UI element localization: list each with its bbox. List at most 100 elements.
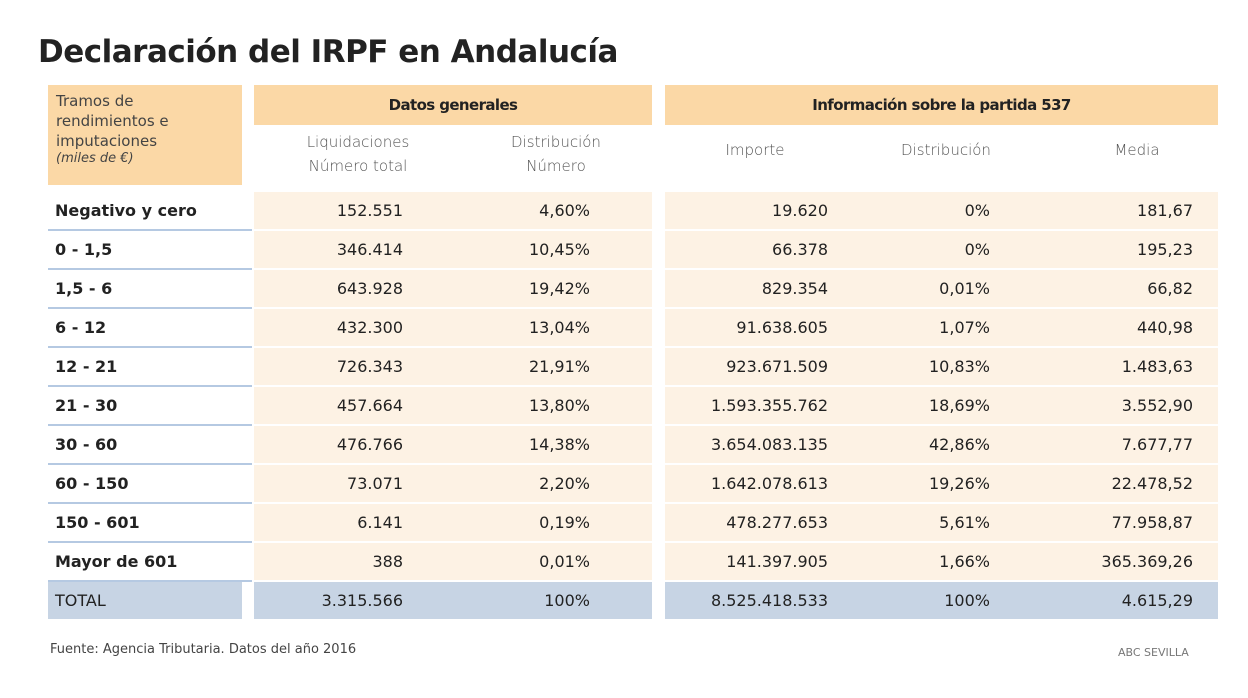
cell: 10,83% bbox=[928, 357, 990, 376]
row-header-unit: (miles de €) bbox=[56, 151, 134, 166]
row-separator bbox=[48, 229, 252, 231]
row-band bbox=[665, 192, 1218, 229]
column-header: Distribución bbox=[901, 141, 991, 159]
cell: 457.664 bbox=[336, 396, 403, 415]
row-band bbox=[254, 192, 652, 229]
cell: 13,04% bbox=[528, 318, 590, 337]
cell: 77.958,87 bbox=[1111, 513, 1193, 532]
row-separator bbox=[48, 424, 252, 426]
row-band bbox=[665, 231, 1218, 268]
cell: 4,60% bbox=[539, 201, 590, 220]
row-header-line: Tramos de bbox=[56, 92, 134, 110]
row-label: 150 - 601 bbox=[55, 513, 140, 532]
row-separator bbox=[48, 346, 252, 348]
cell: 7.677,77 bbox=[1121, 435, 1193, 454]
row-separator bbox=[48, 463, 252, 465]
cell: 2,20% bbox=[539, 474, 590, 493]
cell: 3.552,90 bbox=[1121, 396, 1193, 415]
column-header: Importe bbox=[725, 141, 785, 159]
cell: 73.071 bbox=[347, 474, 403, 493]
cell: 1,66% bbox=[939, 552, 990, 571]
row-band bbox=[254, 504, 652, 541]
row-label: 60 - 150 bbox=[55, 474, 129, 493]
row-band bbox=[665, 426, 1218, 463]
row-band bbox=[665, 504, 1218, 541]
cell: 152.551 bbox=[336, 201, 403, 220]
cell: 10,45% bbox=[528, 240, 590, 259]
cell: 14,38% bbox=[528, 435, 590, 454]
column-header: Número total bbox=[308, 157, 408, 175]
row-label: 21 - 30 bbox=[55, 396, 118, 415]
cell: 923.671.509 bbox=[726, 357, 828, 376]
row-band bbox=[665, 543, 1218, 580]
cell: 1.593.355.762 bbox=[710, 396, 828, 415]
row-label: Mayor de 601 bbox=[55, 552, 178, 571]
row-band bbox=[254, 348, 652, 385]
cell: 22.478,52 bbox=[1111, 474, 1193, 493]
cell: 1.642.078.613 bbox=[710, 474, 828, 493]
column-header: Número bbox=[526, 157, 586, 175]
row-label: 6 - 12 bbox=[55, 318, 107, 337]
cell: 0,01% bbox=[939, 279, 990, 298]
cell: 476.766 bbox=[336, 435, 403, 454]
row-header-line: rendimientos e bbox=[56, 112, 169, 130]
cell: 0,01% bbox=[539, 552, 590, 571]
cell: 100% bbox=[944, 591, 990, 610]
cell: 726.343 bbox=[336, 357, 403, 376]
cell: 346.414 bbox=[336, 240, 403, 259]
row-band bbox=[254, 309, 652, 346]
cell: 6.141 bbox=[357, 513, 403, 532]
cell: 829.354 bbox=[761, 279, 828, 298]
cell: 0% bbox=[964, 240, 990, 259]
row-separator bbox=[48, 385, 252, 387]
cell: 13,80% bbox=[528, 396, 590, 415]
cell: 8.525.418.533 bbox=[710, 591, 828, 610]
cell: 1,07% bbox=[939, 318, 990, 337]
row-band bbox=[665, 309, 1218, 346]
row-separator bbox=[48, 502, 252, 504]
row-band bbox=[665, 348, 1218, 385]
row-header-line: imputaciones bbox=[56, 132, 158, 150]
row-band bbox=[254, 465, 652, 502]
row-band bbox=[254, 270, 652, 307]
credit: ABC SEVILLA bbox=[1118, 646, 1189, 659]
row-separator bbox=[48, 307, 252, 309]
cell: 19,26% bbox=[928, 474, 990, 493]
cell: 195,23 bbox=[1137, 240, 1193, 259]
cell: 19,42% bbox=[528, 279, 590, 298]
cell: 643.928 bbox=[336, 279, 403, 298]
cell: 18,69% bbox=[928, 396, 990, 415]
row-label: 12 - 21 bbox=[55, 357, 118, 376]
cell: 1.483,63 bbox=[1121, 357, 1193, 376]
row-band bbox=[254, 582, 652, 619]
cell: 100% bbox=[544, 591, 590, 610]
row-label: Negativo y cero bbox=[55, 201, 197, 220]
cell: 0,19% bbox=[539, 513, 590, 532]
cell: 141.397.905 bbox=[726, 552, 828, 571]
cell: 3.315.566 bbox=[321, 591, 403, 610]
cell: 5,61% bbox=[939, 513, 990, 532]
cell: 19.620 bbox=[772, 201, 828, 220]
title: Declaración del IRPF en Andalucía bbox=[38, 34, 618, 70]
row-band bbox=[665, 270, 1218, 307]
row-separator bbox=[48, 268, 252, 270]
cell: 181,67 bbox=[1137, 201, 1193, 220]
cell: 66.378 bbox=[772, 240, 828, 259]
cell: 388 bbox=[372, 552, 403, 571]
row-separator bbox=[48, 541, 252, 543]
row-band bbox=[254, 543, 652, 580]
row-label: TOTAL bbox=[55, 591, 106, 610]
cell: 478.277.653 bbox=[726, 513, 828, 532]
cell: 42,86% bbox=[928, 435, 990, 454]
column-header: Liquidaciones bbox=[306, 133, 410, 151]
row-label: 30 - 60 bbox=[55, 435, 118, 454]
source: Fuente: Agencia Tributaria. Datos del añ… bbox=[50, 642, 357, 657]
cell: 3.654.083.135 bbox=[710, 435, 828, 454]
cell: 21,91% bbox=[528, 357, 590, 376]
group-header: Información sobre la partida 537 bbox=[665, 85, 1218, 125]
cell: 440,98 bbox=[1137, 318, 1193, 337]
row-band bbox=[254, 426, 652, 463]
row-band bbox=[48, 582, 242, 619]
row-separator bbox=[48, 580, 252, 582]
row-label: 0 - 1,5 bbox=[55, 240, 113, 259]
